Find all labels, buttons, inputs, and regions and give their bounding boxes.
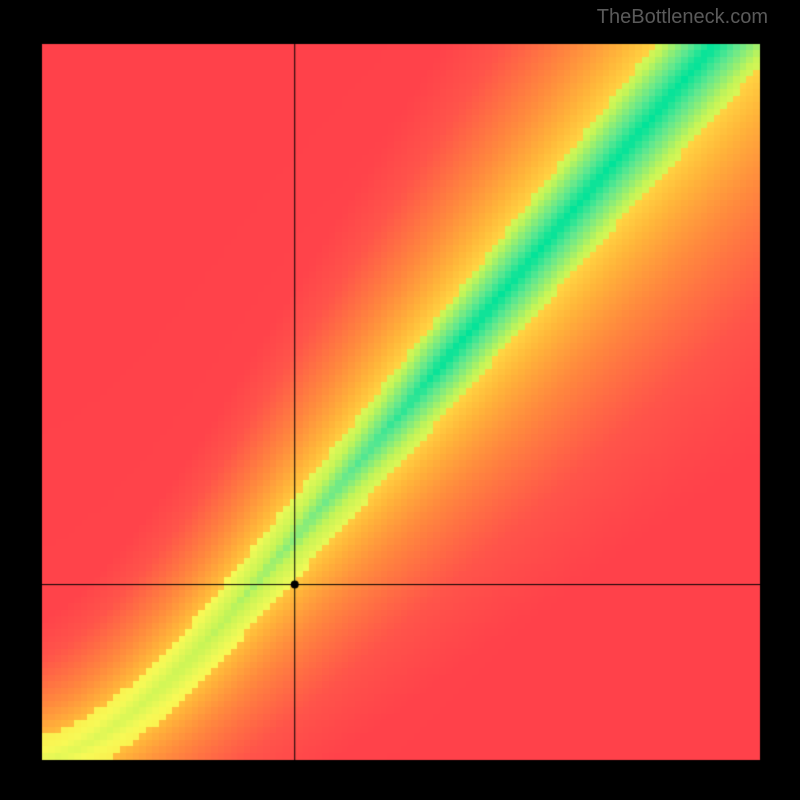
chart-container: TheBottleneck.com (0, 0, 800, 800)
bottleneck-heatmap (0, 0, 800, 800)
